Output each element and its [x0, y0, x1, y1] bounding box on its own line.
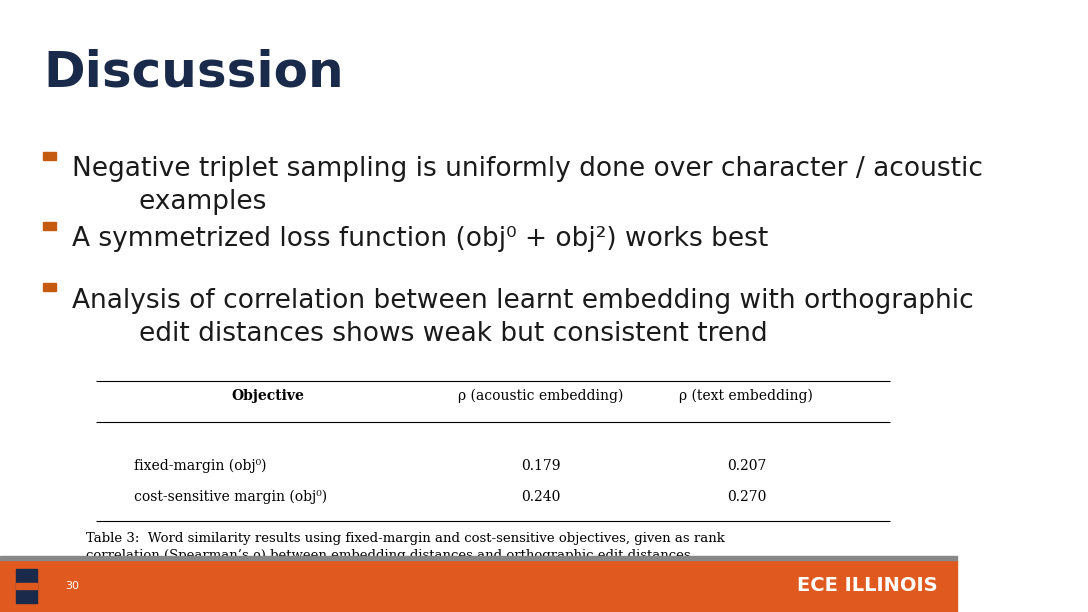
Bar [44, 283, 55, 291]
Text: Objective: Objective [232, 389, 305, 403]
Bar [44, 152, 55, 160]
Text: 30: 30 [65, 581, 79, 591]
Text: fixed-margin (obj⁰): fixed-margin (obj⁰) [134, 459, 267, 474]
Text: cost-sensitive margin (obj⁰): cost-sensitive margin (obj⁰) [134, 490, 327, 504]
Text: ECE ILLINOIS: ECE ILLINOIS [798, 577, 938, 595]
Bar [0, 560, 957, 612]
Text: Negative triplet sampling is uniformly done over character / acoustic
        ex: Negative triplet sampling is uniformly d… [72, 156, 982, 215]
Text: 0.240: 0.240 [521, 490, 560, 504]
Bar [0, 556, 957, 560]
Text: 0.270: 0.270 [727, 490, 766, 504]
Bar [16, 583, 37, 589]
Text: 0.179: 0.179 [521, 459, 560, 473]
Text: 0.207: 0.207 [727, 459, 766, 473]
Text: ρ (text embedding): ρ (text embedding) [680, 389, 814, 403]
Bar [16, 569, 37, 603]
Text: Analysis of correlation between learnt embedding with orthographic
        edit : Analysis of correlation between learnt e… [72, 288, 974, 346]
Text: A symmetrized loss function (obj⁰ + obj²) works best: A symmetrized loss function (obj⁰ + obj²… [72, 226, 768, 252]
Text: Discussion: Discussion [44, 49, 344, 97]
Bar [44, 222, 55, 230]
Text: ρ (acoustic embedding): ρ (acoustic embedding) [458, 389, 623, 403]
Text: Table 3:  Word similarity results using fixed-margin and cost-sensitive objectiv: Table 3: Word similarity results using f… [86, 532, 725, 562]
